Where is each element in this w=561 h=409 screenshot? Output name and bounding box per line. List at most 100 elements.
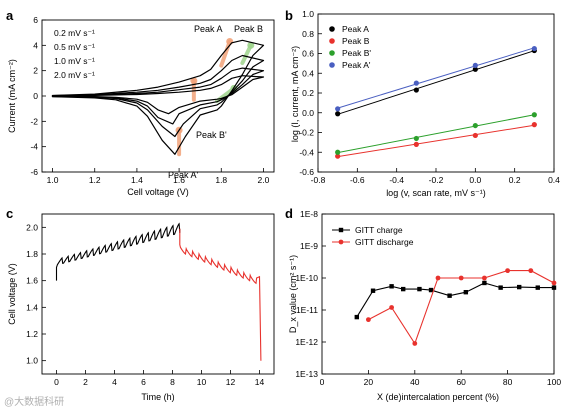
diffusion-line — [368, 270, 555, 345]
gitt-charge-curve — [55, 222, 181, 281]
fit-line — [337, 47, 535, 109]
legend-entry: 2.0 mV s⁻¹ — [54, 70, 95, 80]
x-tick-label: 6 — [141, 377, 146, 387]
data-point — [517, 284, 522, 290]
panel-c: c 0 2 4 6 8 10 12 14 1.0 1.2 1.4 1.6 1.8 2.0 Time (h)… — [6, 206, 275, 402]
data-point — [551, 280, 557, 286]
scan-rate-arrow-head — [247, 41, 255, 49]
data-point — [482, 280, 487, 286]
panel-d: d 0 20 40 60 80 100 1E-13 1E-12 1E-11 1E-10 1E-9 1E… — [285, 206, 561, 402]
panel-d-frame — [321, 213, 555, 375]
data-point — [335, 153, 341, 159]
y-tick-label: 1.0 — [302, 9, 314, 19]
x-tick-label: 1.4 — [131, 175, 143, 185]
cv-curve-2 — [51, 67, 265, 125]
data-point — [401, 286, 406, 292]
panel-letter-a: a — [6, 8, 14, 23]
data-point — [551, 285, 557, 290]
panel-b-xlabel: log (v, scan rate, mV s⁻¹) — [386, 188, 486, 198]
data-point — [472, 66, 478, 72]
legend-entry: GITT charge — [355, 225, 403, 235]
data-point — [335, 106, 341, 112]
y-tick-label: -6 — [30, 167, 38, 177]
legend-entry: Peak B — [342, 36, 370, 46]
y-tick-label: 1E-10 — [295, 273, 318, 283]
panel-letter-d: d — [285, 206, 293, 221]
y-tick-label: 0.6 — [302, 49, 314, 59]
data-point — [413, 80, 419, 86]
panel-a-xlabel: Cell voltage (V) — [127, 187, 189, 197]
x-tick-label: 12 — [226, 377, 236, 387]
data-point — [498, 285, 503, 290]
panel-c-xlabel: Time (h) — [141, 392, 174, 402]
x-tick-label: -0.2 — [429, 175, 444, 185]
panel-d-ylabel: D_x value (cm² s⁻¹) — [288, 255, 298, 333]
x-tick-label: 1.8 — [215, 175, 227, 185]
y-tick-label: 2.0 — [26, 222, 38, 232]
x-tick-label: 2.0 — [258, 175, 270, 185]
diffusion-line — [356, 282, 554, 318]
panel-letter-b: b — [285, 8, 293, 23]
x-tick-label: 0.4 — [548, 175, 560, 185]
scan-rate-arrow-head — [226, 38, 234, 46]
y-tick-label: 1.0 — [26, 356, 38, 366]
y-tick-label: 0.4 — [302, 68, 314, 78]
legend-entry: 1.0 mV s⁻¹ — [54, 56, 95, 66]
y-tick-label: -0.4 — [299, 147, 314, 157]
x-tick-label: -0.8 — [311, 175, 326, 185]
legend-marker — [329, 62, 335, 68]
legend-entry: 0.5 mV s⁻¹ — [54, 42, 95, 52]
legend-entry: Peak B' — [342, 48, 371, 58]
data-point — [417, 286, 422, 292]
panel-a: a 1.0 1.2 1.4 1.6 1.8 2.0 -6 -4 -2 0 2 4 6 0.2 mV s⁻… — [6, 8, 275, 197]
legend-entry: Peak A' — [342, 60, 371, 70]
watermark-text: @大数据科研 — [4, 395, 64, 408]
panel-a-ylabel: Current (mA cm⁻²) — [7, 59, 17, 133]
x-tick-label: 1.2 — [89, 175, 101, 185]
y-tick-label: 1E-9 — [300, 241, 318, 251]
data-point — [413, 87, 419, 93]
data-point — [447, 293, 452, 298]
cv-curve-3 — [51, 54, 265, 138]
data-point — [472, 132, 478, 139]
y-tick-label: 1E-12 — [295, 337, 318, 347]
data-point — [370, 288, 376, 293]
y-tick-label: 2 — [33, 66, 38, 76]
data-point — [535, 285, 540, 290]
x-tick-label: 14 — [255, 377, 265, 387]
legend-entry: Peak A — [342, 24, 369, 34]
gitt-discharge-curve — [179, 228, 262, 361]
data-point — [428, 287, 434, 293]
panel-c-ylabel: Cell voltage (V) — [7, 263, 17, 325]
panel-b: b -0.8 -0.6 -0.4 -0.2 0.0 0.2 0.4-0.6-0.4-0.20… — [285, 8, 560, 198]
panel-c-frame — [41, 213, 275, 375]
y-tick-label: 1E-11 — [296, 305, 318, 315]
data-point — [482, 275, 487, 281]
y-tick-label: 6 — [33, 15, 38, 25]
data-point — [463, 289, 469, 295]
y-tick-label: 1.2 — [26, 329, 38, 339]
peak-label: Peak A' — [168, 170, 199, 180]
legend-marker — [329, 50, 335, 56]
data-point — [389, 305, 394, 310]
peak-label: Peak A — [194, 24, 223, 34]
x-tick-label: 100 — [547, 377, 561, 387]
peak-label: Peak B — [234, 24, 263, 34]
y-tick-label: 1.8 — [26, 249, 38, 259]
x-tick-label: 80 — [503, 377, 513, 387]
x-tick-label: 1.6 — [173, 175, 185, 185]
x-tick-label: 2 — [83, 377, 88, 387]
panel-letter-c: c — [6, 206, 13, 221]
data-point — [335, 149, 341, 155]
data-point — [528, 268, 534, 274]
panel-d-xlabel: X (de)intercalation percent (%) — [377, 392, 499, 402]
peak-label: Peak B' — [196, 130, 227, 140]
y-tick-label: 0.0 — [302, 108, 314, 118]
data-point — [458, 275, 464, 281]
data-point — [531, 112, 537, 118]
fit-line — [337, 114, 535, 154]
y-tick-label: 1E-8 — [300, 209, 318, 219]
data-point — [354, 314, 359, 320]
data-point — [335, 111, 341, 117]
